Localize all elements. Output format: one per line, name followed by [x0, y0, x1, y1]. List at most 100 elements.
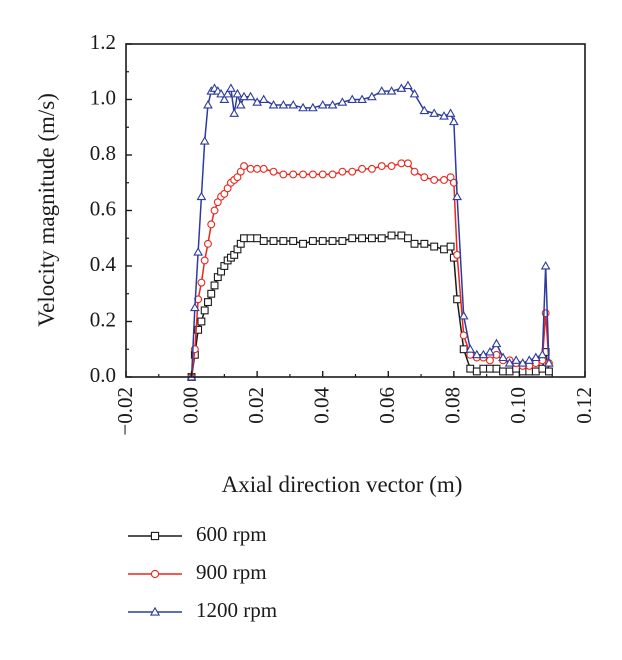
triangle-marker: [327, 100, 338, 109]
triangle-marker: [199, 136, 210, 145]
circle-marker: [308, 170, 317, 179]
square-marker: [328, 237, 337, 245]
triangle-marker: [226, 83, 236, 92]
x-axis: −0.02 0.00 0.02 0.04 0.06 0.08 0.10 0.12: [113, 371, 596, 436]
triangle-marker: [530, 352, 541, 362]
triangle-marker: [196, 191, 207, 201]
legend-label: 1200 rpm: [196, 598, 277, 622]
square-marker: [253, 234, 262, 243]
circle-marker: [404, 159, 412, 168]
triangle-marker: [278, 100, 289, 109]
square-marker: [279, 237, 288, 245]
square-marker: [459, 345, 468, 354]
square-marker: [492, 364, 501, 373]
triangle-marker: [222, 88, 233, 98]
square-marker: [505, 367, 514, 376]
triangle-marker: [478, 349, 489, 359]
square-marker: [269, 237, 278, 245]
square-marker: [485, 364, 494, 373]
circle-marker: [197, 278, 206, 287]
circle-marker: [459, 331, 468, 340]
triangle-marker: [317, 100, 328, 109]
triangle-marker: [403, 80, 413, 90]
square-marker: [430, 242, 439, 251]
triangle-marker: [458, 310, 469, 320]
square-marker: [387, 231, 396, 240]
y-tick-label: 0.2: [90, 307, 116, 331]
square-marker: [499, 367, 507, 376]
legend-label: 900 rpm: [196, 560, 267, 584]
triangle-marker: [386, 86, 397, 95]
square-marker: [479, 364, 488, 373]
square-marker: [472, 367, 481, 376]
triangle-marker: [337, 97, 348, 106]
triangle-marker: [235, 100, 246, 109]
triangle-marker: [511, 355, 522, 364]
series-600-rpm: [187, 231, 553, 381]
square-marker: [210, 281, 219, 290]
square-marker: [318, 237, 327, 245]
square-marker: [207, 289, 216, 298]
triangle-marker: [219, 94, 230, 103]
square-marker: [367, 234, 376, 243]
triangle-marker: [419, 105, 430, 115]
triangle-marker: [504, 358, 515, 367]
triangle-marker: [409, 88, 420, 98]
circle-marker: [358, 164, 367, 173]
circle-marker: [207, 220, 216, 229]
triangle-marker: [491, 338, 502, 348]
circle-marker: [348, 167, 357, 176]
square-marker: [440, 245, 448, 254]
square-marker: [204, 298, 212, 307]
circle-marker: [367, 164, 376, 173]
triangle-marker: [216, 88, 226, 98]
square-marker: [420, 239, 429, 248]
circle-marker: [410, 167, 419, 176]
triangle-marker: [445, 108, 456, 117]
triangle-marker: [268, 100, 279, 109]
x-tick-label: 0.12: [572, 387, 596, 424]
circle-marker: [269, 167, 278, 176]
triangle-marker: [485, 347, 495, 356]
circle-marker: [440, 176, 448, 184]
circle-marker: [485, 356, 494, 365]
y-axis-title: Velocity magnitude (m/s): [34, 93, 59, 327]
triangle-marker: [540, 260, 551, 270]
square-marker: [446, 242, 455, 251]
square-marker: [531, 367, 540, 376]
square-marker: [200, 306, 209, 315]
square-marker: [308, 237, 317, 245]
triangle-marker: [308, 102, 318, 112]
square-marker: [404, 234, 412, 243]
x-tick-label: 0.04: [310, 387, 334, 424]
circle-marker: [200, 256, 209, 265]
circle-marker: [338, 167, 347, 176]
triangle-marker: [347, 94, 358, 103]
triangle-marker: [524, 355, 535, 364]
triangle-marker: [537, 349, 548, 359]
triangle-marker: [288, 100, 299, 109]
series-1200-rpm: [186, 80, 554, 381]
triangle-marker: [396, 83, 407, 92]
legend-item: 900 rpm: [128, 560, 267, 584]
triangle-marker: [258, 94, 269, 103]
triangle-marker: [544, 358, 554, 367]
triangle-marker: [189, 302, 200, 312]
series-line: [190, 84, 550, 378]
triangle-marker: [471, 349, 482, 359]
legend-label: 600 rpm: [196, 522, 267, 546]
triangle-marker: [245, 91, 256, 101]
triangle-marker: [465, 344, 476, 353]
x-tick-label: 0.10: [506, 387, 530, 424]
circle-marker: [204, 239, 212, 248]
triangle-marker: [498, 352, 508, 362]
legend-item: 1200 rpm: [128, 598, 277, 622]
triangle-marker: [149, 606, 161, 616]
circle-marker: [397, 159, 406, 168]
y-tick-label: 1.0: [90, 85, 116, 109]
square-marker: [397, 231, 406, 240]
triangle-marker: [203, 100, 213, 109]
y-tick-label: 0.4: [90, 252, 117, 276]
square-marker: [338, 237, 347, 245]
series-900-rpm: [187, 159, 553, 381]
